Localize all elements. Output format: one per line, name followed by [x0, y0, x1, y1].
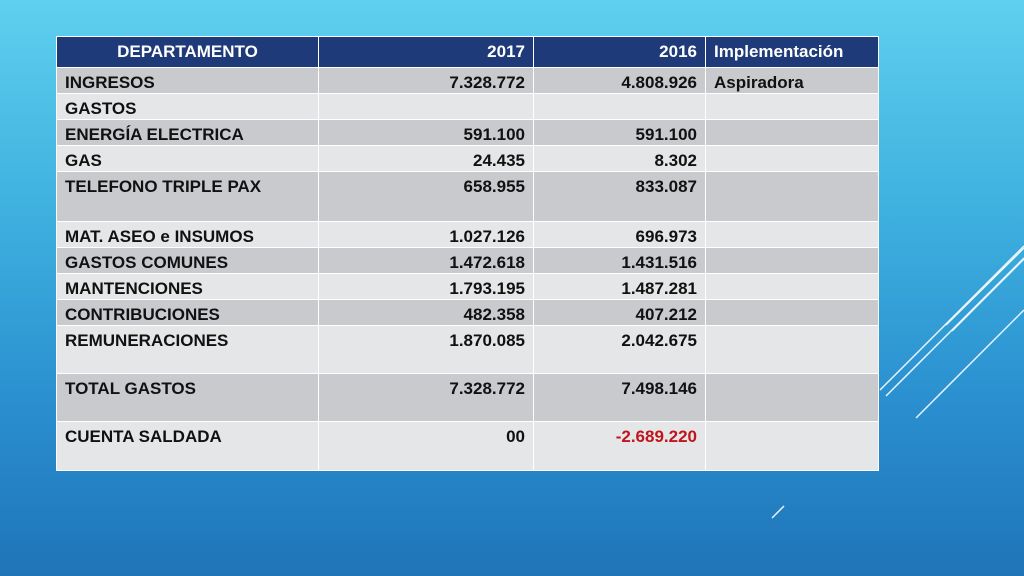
table-row: CUENTA SALDADA 00 -2.689.220	[56, 421, 879, 471]
cell-2016-negative: -2.689.220	[533, 421, 706, 471]
cell-dept: INGRESOS	[56, 67, 319, 94]
table-row: GASTOS	[56, 93, 879, 120]
cell-impl	[705, 171, 879, 222]
cell-2016: 1.431.516	[533, 247, 706, 274]
cell-2016	[533, 93, 706, 120]
header-departamento: DEPARTAMENTO	[56, 36, 319, 68]
cell-2017: 1.870.085	[318, 325, 534, 374]
table-row: INGRESOS 7.328.772 4.808.926 Aspiradora	[56, 67, 879, 94]
header-implementacion: Implementación	[705, 36, 879, 68]
cell-dept: MANTENCIONES	[56, 273, 319, 300]
cell-2016: 8.302	[533, 145, 706, 172]
table-row: TOTAL GASTOS 7.328.772 7.498.146	[56, 373, 879, 422]
cell-2016: 1.487.281	[533, 273, 706, 300]
cell-dept: GASTOS COMUNES	[56, 247, 319, 274]
cell-dept: TELEFONO TRIPLE PAX	[56, 171, 319, 222]
table-row: MANTENCIONES 1.793.195 1.487.281	[56, 273, 879, 300]
cell-2017: 7.328.772	[318, 67, 534, 94]
table-row: REMUNERACIONES 1.870.085 2.042.675	[56, 325, 879, 374]
cell-dept: GASTOS	[56, 93, 319, 120]
cell-dept: CONTRIBUCIONES	[56, 299, 319, 326]
cell-2016: 4.808.926	[533, 67, 706, 94]
table-row: GASTOS COMUNES 1.472.618 1.431.516	[56, 247, 879, 274]
cell-dept: MAT. ASEO e INSUMOS	[56, 221, 319, 248]
cell-impl	[705, 421, 879, 471]
cell-impl	[705, 247, 879, 274]
cell-2017: 7.328.772	[318, 373, 534, 422]
cell-2017: 00	[318, 421, 534, 471]
cell-2017	[318, 93, 534, 120]
table-row: TELEFONO TRIPLE PAX 658.955 833.087	[56, 171, 879, 222]
table-row: MAT. ASEO e INSUMOS 1.027.126 696.973	[56, 221, 879, 248]
budget-table: DEPARTAMENTO 2017 2016 Implementación IN…	[56, 36, 879, 471]
cell-dept: GAS	[56, 145, 319, 172]
table-row: CONTRIBUCIONES 482.358 407.212	[56, 299, 879, 326]
header-2016: 2016	[533, 36, 706, 68]
cell-impl: Aspiradora	[705, 67, 879, 94]
cell-dept: ENERGÍA ELECTRICA	[56, 119, 319, 146]
cell-2017: 482.358	[318, 299, 534, 326]
cell-2017: 658.955	[318, 171, 534, 222]
cell-2016: 833.087	[533, 171, 706, 222]
cell-dept: CUENTA SALDADA	[56, 421, 319, 471]
cell-2016: 696.973	[533, 221, 706, 248]
table-row: ENERGÍA ELECTRICA 591.100 591.100	[56, 119, 879, 146]
cell-impl	[705, 119, 879, 146]
cell-dept: REMUNERACIONES	[56, 325, 319, 374]
cell-dept: TOTAL GASTOS	[56, 373, 319, 422]
cell-2017: 24.435	[318, 145, 534, 172]
cell-2017: 1.793.195	[318, 273, 534, 300]
cell-2017: 1.027.126	[318, 221, 534, 248]
cell-impl	[705, 299, 879, 326]
cell-2016: 2.042.675	[533, 325, 706, 374]
cell-2016: 591.100	[533, 119, 706, 146]
cell-impl	[705, 373, 879, 422]
cell-impl	[705, 325, 879, 374]
cell-impl	[705, 145, 879, 172]
cell-2016: 7.498.146	[533, 373, 706, 422]
table-header-row: DEPARTAMENTO 2017 2016 Implementación	[56, 36, 879, 68]
table-row: GAS 24.435 8.302	[56, 145, 879, 172]
cell-impl	[705, 93, 879, 120]
cell-2017: 591.100	[318, 119, 534, 146]
cell-impl	[705, 273, 879, 300]
cell-2017: 1.472.618	[318, 247, 534, 274]
cell-impl	[705, 221, 879, 248]
header-2017: 2017	[318, 36, 534, 68]
cell-2016: 407.212	[533, 299, 706, 326]
